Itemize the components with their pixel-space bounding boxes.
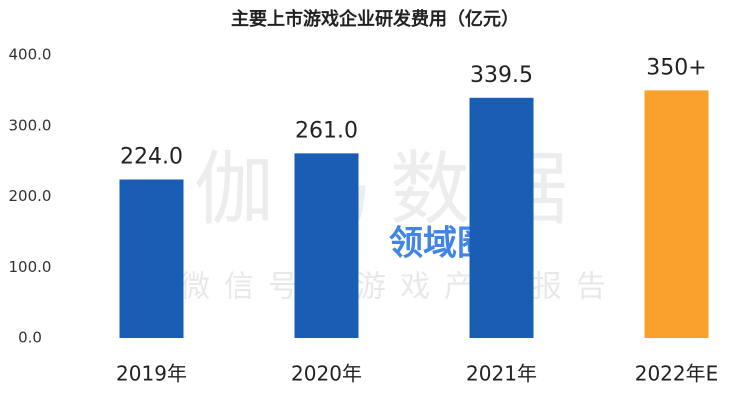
bar [469, 97, 534, 339]
y-tick-label: 300.0 [9, 116, 52, 134]
chart-title: 主要上市游戏企业研发费用（亿元） [231, 8, 519, 30]
y-tick-label: 0.0 [18, 329, 42, 347]
value-label: 339.5 [470, 63, 533, 88]
bar [119, 179, 184, 338]
y-tick-label: 100.0 [9, 258, 52, 276]
x-tick-label: 2020年 [291, 362, 362, 386]
bar [644, 90, 709, 338]
y-tick-label: 200.0 [9, 187, 52, 205]
x-tick-label: 2019年 [116, 362, 187, 386]
value-label: 224.0 [120, 145, 183, 170]
x-tick-label: 2021年 [466, 362, 537, 386]
watermark: 微信号：游戏产业报告 [180, 270, 620, 305]
value-label: 261.0 [295, 118, 358, 143]
bar [294, 153, 359, 338]
value-label: 350+ [646, 55, 706, 80]
y-tick-label: 400.0 [9, 46, 52, 64]
x-tick-label: 2022年E [635, 362, 719, 386]
